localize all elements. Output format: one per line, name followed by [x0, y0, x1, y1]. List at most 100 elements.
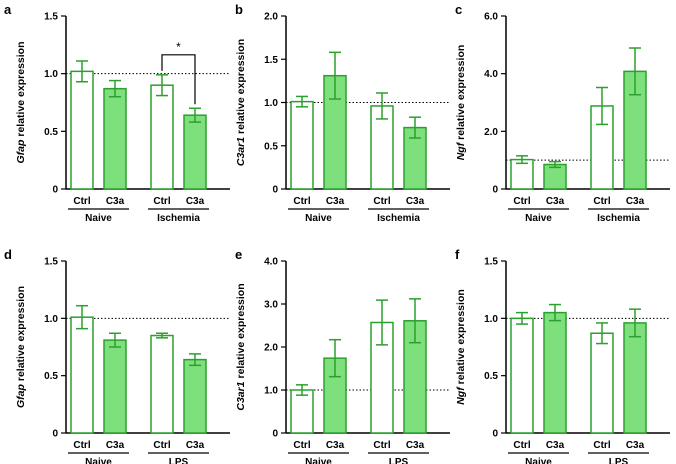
- category-label: C3a: [326, 440, 345, 451]
- category-label: C3a: [546, 440, 565, 451]
- y-axis-suffix: relative expression: [15, 42, 27, 140]
- y-tick-label: 1.0: [264, 386, 278, 397]
- category-label: Ctrl: [373, 440, 390, 451]
- category-label: Ctrl: [593, 196, 610, 207]
- group-label: Naive: [305, 213, 332, 224]
- bar-ischemia-c3a: [183, 114, 207, 190]
- y-tick-label: 4.0: [484, 69, 498, 80]
- group-label: LPS: [609, 457, 629, 464]
- panel-letter: f: [455, 247, 460, 262]
- panel-letter: e: [235, 247, 242, 262]
- bar-naive-c3a: [543, 163, 567, 190]
- panel-letter: a: [4, 2, 12, 17]
- category-label: Ctrl: [153, 196, 170, 207]
- y-tick-label: 2.0: [264, 343, 278, 354]
- y-tick-label: 0: [272, 185, 278, 196]
- category-label: C3a: [106, 440, 125, 451]
- category-label: Ctrl: [513, 196, 530, 207]
- category-label: C3a: [546, 196, 565, 207]
- y-axis-gene: C3ar1: [235, 381, 247, 410]
- bar-naive-ctrl: [70, 70, 94, 190]
- y-axis-title: Gfap relative expression: [15, 42, 27, 164]
- group-label: Ischemia: [157, 213, 200, 224]
- y-tick-label: 0.5: [44, 127, 58, 138]
- y-tick-label: 0: [492, 185, 498, 196]
- category-label: Ctrl: [73, 196, 90, 207]
- category-label: C3a: [626, 196, 645, 207]
- group-label: LPS: [169, 457, 189, 464]
- panel-e: e C3ar1 relative expression 0 1.0 2.0 3.0 4.0 C…: [235, 247, 450, 464]
- bar-lps-c3a: [183, 358, 207, 434]
- bar-naive-c3a: [103, 339, 127, 434]
- panel-c: c Ngf relative expression 0 2.0 4.0 6.0 Ctrl C3…: [455, 2, 670, 224]
- category-label: C3a: [406, 440, 425, 451]
- bar-lps-c3a: [623, 322, 647, 434]
- y-axis-title: C3ar1 relative expression: [235, 283, 247, 410]
- significance-bracket: [161, 54, 196, 105]
- category-label: C3a: [326, 196, 345, 207]
- y-axis-suffix: relative expression: [235, 39, 247, 137]
- panel-letter: d: [4, 247, 12, 262]
- group-label: LPS: [389, 457, 409, 464]
- panel-f: f Ngf relative expression 0 0.5 1.0 1.5 Ctrl C3…: [455, 247, 670, 464]
- y-tick-label: 1.5: [264, 55, 278, 66]
- category-label: Ctrl: [373, 196, 390, 207]
- panel-letter: b: [235, 2, 243, 17]
- y-tick-label: 1.5: [484, 257, 498, 268]
- category-label: Ctrl: [153, 440, 170, 451]
- category-label: C3a: [106, 196, 125, 207]
- y-axis-suffix: relative expression: [235, 283, 247, 381]
- category-label: Ctrl: [293, 196, 310, 207]
- panel-d: d Gfap relative expression 0 0.5 1.0 1.5 Ctrl C…: [4, 247, 230, 464]
- y-tick-label: 0: [52, 185, 58, 196]
- y-tick-label: 0: [52, 429, 58, 440]
- category-label: C3a: [406, 196, 425, 207]
- y-tick-label: 2.0: [264, 12, 278, 23]
- y-tick-label: 0.5: [264, 141, 278, 152]
- group-label: Naive: [85, 213, 112, 224]
- panel-a: a Gfap relative expression 0 0.5 1.0 1.5 Ctrl C…: [4, 2, 230, 224]
- y-axis-suffix: relative expression: [455, 45, 467, 143]
- bar-naive-c3a: [103, 87, 127, 190]
- category-label: Ctrl: [73, 440, 90, 451]
- category-label: C3a: [626, 440, 645, 451]
- bar-naive-ctrl: [510, 317, 534, 434]
- y-tick-label: 0.5: [44, 371, 58, 382]
- category-label: Ctrl: [513, 440, 530, 451]
- group-label: Naive: [525, 213, 552, 224]
- y-tick-label: 1.5: [44, 12, 58, 23]
- y-axis-suffix: relative expression: [15, 286, 27, 384]
- y-tick-label: 2.0: [484, 127, 498, 138]
- y-axis-title: C3ar1 relative expression: [235, 39, 247, 166]
- y-tick-label: 1.0: [44, 314, 58, 325]
- panel-letter: c: [455, 2, 462, 17]
- y-axis-title: Ngf relative expression: [455, 45, 467, 161]
- bar-lps-ctrl: [150, 334, 174, 434]
- y-axis-title: Ngf relative expression: [455, 289, 467, 405]
- y-tick-label: 0.5: [484, 371, 498, 382]
- bar-lps-ctrl: [590, 332, 614, 434]
- category-label: C3a: [186, 196, 205, 207]
- y-axis-title: Gfap relative expression: [15, 286, 27, 408]
- y-axis-gene: Gfap: [15, 139, 27, 164]
- bar-ischemia-ctrl: [150, 84, 174, 190]
- y-tick-label: 3.0: [264, 300, 278, 311]
- y-axis-gene: Gfap: [15, 383, 27, 408]
- bar-naive-ctrl: [70, 316, 94, 434]
- group-label: Naive: [85, 457, 112, 464]
- bar-naive-ctrl: [290, 100, 314, 190]
- category-label: Ctrl: [293, 440, 310, 451]
- category-label: Ctrl: [593, 440, 610, 451]
- y-axis-suffix: relative expression: [455, 289, 467, 387]
- y-axis-gene: C3ar1: [235, 137, 247, 166]
- y-axis-gene: Ngf: [455, 386, 467, 405]
- panel-b: b C3ar1 relative expression 0 0.5 1.0 1.5 2.0 C…: [235, 2, 450, 224]
- category-label: C3a: [186, 440, 205, 451]
- significance-label: *: [176, 40, 181, 54]
- group-label: Ischemia: [597, 213, 640, 224]
- group-label: Naive: [305, 457, 332, 464]
- y-tick-label: 1.5: [44, 257, 58, 268]
- y-tick-label: 0: [492, 429, 498, 440]
- bar-naive-c3a: [543, 311, 567, 434]
